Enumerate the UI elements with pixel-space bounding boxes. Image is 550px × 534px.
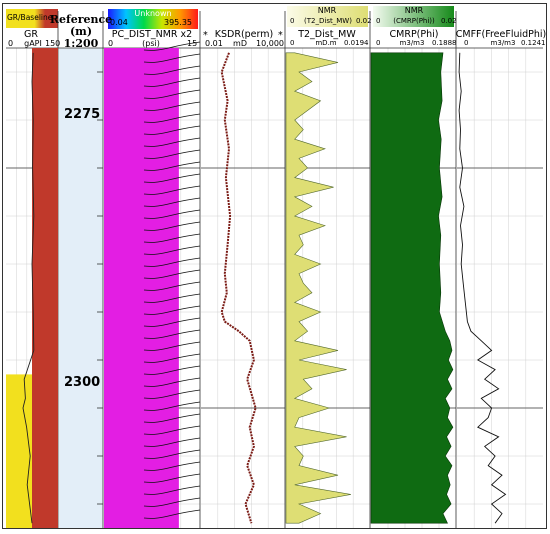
pc-dist-curve bbox=[143, 353, 201, 363]
cmrp-bar-max: 0.02 bbox=[441, 17, 457, 25]
depth-label-2275: 2275 bbox=[64, 107, 101, 122]
t2-min-label: 0 bbox=[290, 39, 295, 47]
pc-dist-curve bbox=[143, 197, 201, 207]
unknown-bar-max: 395.35 bbox=[164, 18, 192, 27]
pc-dist-curve bbox=[143, 41, 201, 51]
reference-scale: 1:200 bbox=[63, 37, 99, 50]
pc-dist-curve bbox=[143, 281, 201, 291]
pc-dist-curve bbox=[143, 497, 201, 507]
t2-unit-label: mD.m bbox=[315, 39, 337, 47]
pc-dist-curve bbox=[143, 161, 201, 171]
gr-track-title: GR bbox=[24, 29, 38, 40]
t2-bar-min: 0 bbox=[290, 17, 295, 25]
pc-dist-curve bbox=[143, 89, 201, 99]
depth-label-2300: 2300 bbox=[64, 375, 101, 390]
pc-dist-curve bbox=[143, 269, 201, 279]
unknown-bar-min: 0.04 bbox=[110, 18, 128, 27]
pc-dist-min-label: 0 bbox=[108, 39, 114, 48]
cmff-min-label: 0 bbox=[464, 39, 469, 47]
star-marker-right: * bbox=[278, 30, 283, 41]
pc-dist-curve bbox=[143, 461, 201, 471]
pc-dist-curve bbox=[143, 221, 201, 231]
cmrp-bar-min: 0 bbox=[376, 17, 381, 25]
pc-dist-curve bbox=[143, 149, 201, 159]
t2-title: T2_Dist_MW bbox=[298, 29, 356, 40]
pc-dist-curve bbox=[143, 113, 201, 123]
chart-frame bbox=[2, 3, 547, 529]
cmrp-max-label: 0.1888 bbox=[432, 39, 457, 47]
pc-dist-curve bbox=[143, 413, 201, 423]
gr-baseline-color-bar bbox=[6, 9, 58, 28]
unknown-color-bar bbox=[108, 9, 198, 29]
cmff-curve bbox=[458, 52, 507, 524]
t2-color-bar bbox=[287, 6, 368, 27]
pc-dist-curve bbox=[143, 101, 201, 111]
gr-curve bbox=[22, 52, 35, 524]
cmrp-bar-label: (CMRP(Phi)) bbox=[393, 17, 435, 25]
reference-unit: (m) bbox=[69, 25, 93, 38]
ksdr-curve bbox=[220, 52, 257, 524]
t2-max-label: 0.0194 bbox=[344, 39, 369, 47]
ksdr-max-label: 10,000 bbox=[256, 39, 284, 48]
pc-dist-curve bbox=[143, 401, 201, 411]
pc-dist-curve bbox=[143, 341, 201, 351]
pc-dist-curve bbox=[143, 425, 201, 435]
cmff-unit-label: m3/m3 bbox=[490, 39, 516, 47]
depth-track-band bbox=[59, 48, 103, 528]
pc-dist-curve bbox=[143, 329, 201, 339]
pc-dist-curve bbox=[143, 233, 201, 243]
pc-dist-curve bbox=[143, 209, 201, 219]
pc-dist-curve bbox=[143, 77, 201, 87]
pc-dist-curve bbox=[143, 293, 201, 303]
pc-dist-curve bbox=[143, 125, 201, 135]
cmrp-bar-title: NMR bbox=[404, 6, 424, 15]
cmrp-color-bar bbox=[373, 6, 454, 27]
pc-dist-curve bbox=[143, 65, 201, 75]
unknown-bar-label: Unknown bbox=[134, 9, 172, 18]
cmrp-area bbox=[370, 52, 454, 524]
gr-baseline-label: GR/Baseline bbox=[7, 13, 53, 22]
reference-title: Reference bbox=[49, 13, 113, 26]
pc-dist-curve bbox=[143, 437, 201, 447]
pc-dist-curve bbox=[143, 389, 201, 399]
gr-fill bbox=[32, 48, 58, 528]
star-marker-left: * bbox=[203, 30, 208, 41]
t2-bar-label: (T2_Dist_MW) bbox=[304, 17, 352, 25]
pc-dist-curve bbox=[143, 245, 201, 255]
cmff-max-label: 0.1241 bbox=[521, 39, 546, 47]
ksdr-unit-label: mD bbox=[233, 39, 247, 48]
pc-dist-curve bbox=[143, 317, 201, 327]
pc-dist-curve bbox=[143, 377, 201, 387]
pc-dist-curve bbox=[143, 473, 201, 483]
gr-unit-label: gAPI bbox=[24, 39, 42, 48]
t2-bar-max: 0.02 bbox=[356, 17, 372, 25]
cmrp-min-label: 0 bbox=[376, 39, 381, 47]
pc-dist-unit-label: (psi) bbox=[142, 39, 160, 48]
pc-dist-curve bbox=[143, 185, 201, 195]
pc-dist-curve bbox=[143, 485, 201, 495]
pc-dist-curve bbox=[143, 53, 201, 63]
ksdr-title: KSDR(perm) bbox=[214, 29, 274, 40]
pc-dist-curve bbox=[143, 365, 201, 375]
cmff-title: CMFF(FreeFluidPhi) bbox=[455, 29, 547, 40]
pc-dist-curve bbox=[143, 173, 201, 183]
t2-area bbox=[285, 52, 351, 524]
baseline-fill bbox=[6, 374, 32, 528]
pc-dist-curve bbox=[143, 305, 201, 315]
cmrp-title: CMRP(Phi) bbox=[389, 29, 439, 40]
cmrp-unit-label: m3/m3 bbox=[399, 39, 425, 47]
pc-dist-curve bbox=[143, 257, 201, 267]
pc-dist-title: PC_DIST_NMR x2 bbox=[111, 29, 193, 40]
pc-dist-curve bbox=[143, 509, 201, 519]
t2-bar-title: NMR bbox=[317, 6, 337, 15]
ksdr-min-label: 0.01 bbox=[205, 39, 223, 48]
pc-dist-curve bbox=[143, 137, 201, 147]
gr-min-label: 0 bbox=[8, 39, 14, 48]
pc-dist-curve bbox=[143, 449, 201, 459]
gr-max-label: 150 bbox=[45, 39, 61, 48]
